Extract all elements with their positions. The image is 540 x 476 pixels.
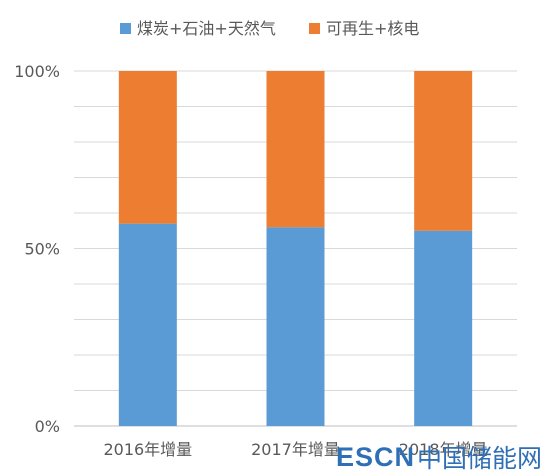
bar-segment-fossil: [414, 230, 473, 426]
y-tick-label: 50%: [24, 240, 60, 259]
x-tick-label: 2016年增量: [103, 440, 192, 459]
legend-swatch: [120, 23, 131, 34]
y-axis: 0% 50% 100%: [14, 62, 60, 436]
bars: [118, 71, 473, 426]
x-tick-label: 2017年增量: [251, 440, 340, 459]
bar-segment-renewable: [414, 71, 473, 231]
x-tick-label: 2018年增量: [399, 440, 488, 459]
y-tick-label: 0%: [35, 417, 60, 436]
x-axis: 2016年增量 2017年增量 2018年增量: [103, 440, 487, 459]
bar-segment-renewable: [118, 71, 177, 224]
bar-segment-fossil: [266, 227, 325, 426]
legend-swatch: [309, 23, 320, 34]
legend-label: 可再生+核电: [326, 19, 419, 38]
y-tick-label: 100%: [14, 62, 60, 81]
bar-segment-renewable: [266, 71, 325, 228]
legend-label: 煤炭+石油+天然气: [137, 19, 276, 38]
legend: 煤炭+石油+天然气 可再生+核电: [120, 19, 419, 38]
bar-segment-fossil: [118, 223, 177, 426]
